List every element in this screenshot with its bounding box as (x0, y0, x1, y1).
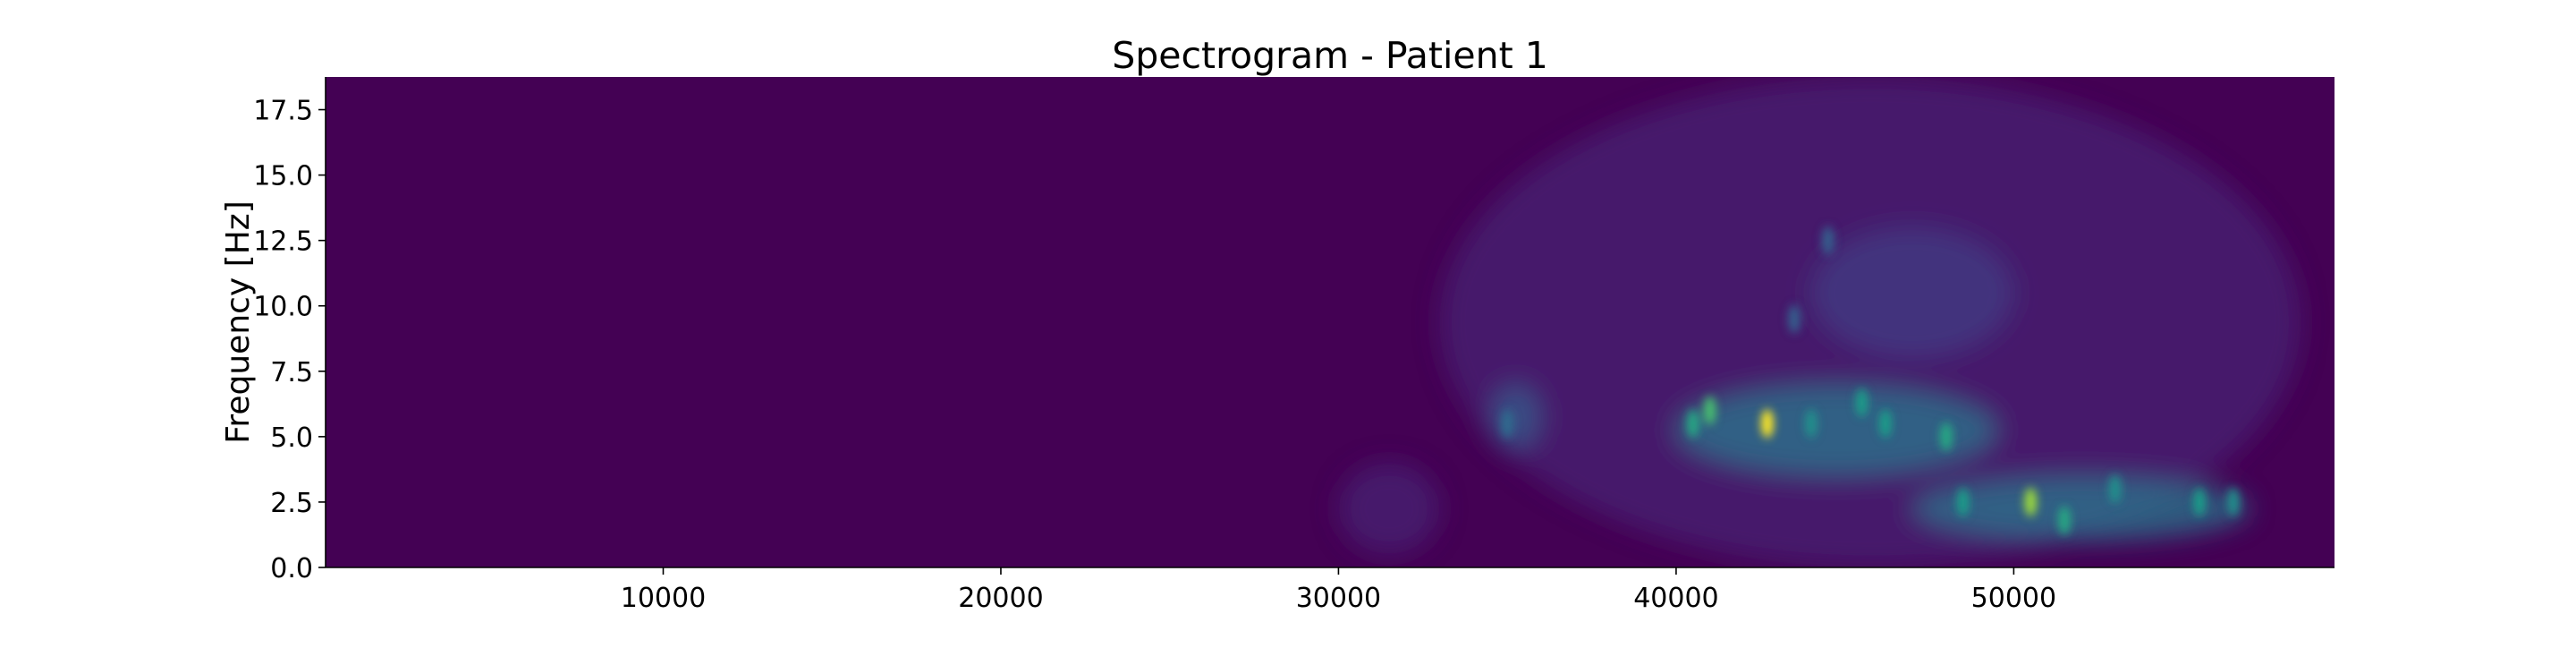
energy-peak (1821, 226, 1835, 255)
energy-region (1810, 227, 2014, 359)
x-tick-label: 30000 (1296, 583, 1381, 614)
energy-peak (1878, 409, 1892, 439)
energy-peak (1686, 409, 1699, 439)
energy-peak (2024, 487, 2038, 516)
energy-region (1490, 384, 1541, 450)
y-tick-label: 5.0 (270, 422, 313, 454)
axes (325, 77, 2334, 568)
y-tick-label: 15.0 (253, 161, 313, 192)
x-tick-label: 20000 (958, 583, 1043, 614)
y-tick-label: 0.0 (270, 553, 313, 584)
energy-peak (2193, 487, 2207, 516)
energy-peak (2226, 487, 2240, 516)
energy-peak (1760, 409, 1774, 439)
energy-peaks (1501, 226, 2240, 535)
energy-peak (2108, 474, 2122, 504)
y-tick-label: 12.5 (253, 226, 313, 258)
y-axis-label: Frequency [Hz] (220, 200, 257, 443)
energy-peak (1939, 422, 1953, 451)
y-tick-label: 17.5 (253, 96, 313, 127)
energy-peak (1804, 409, 1818, 439)
plot-area (326, 77, 2334, 567)
energy-peak (1855, 388, 1868, 417)
y-tick-label: 2.5 (270, 488, 313, 519)
chart-title: Spectrogram - Patient 1 (1112, 34, 1548, 77)
x-tick-label: 40000 (1633, 583, 1718, 614)
energy-peak (1703, 396, 1716, 425)
energy-region (1675, 384, 1997, 476)
y-tick-label: 10.0 (253, 292, 313, 323)
energy-region (1912, 475, 2250, 541)
energy-peak (1788, 304, 1801, 334)
energy-region (1338, 463, 1440, 555)
energy-regions (1338, 77, 2301, 567)
x-tick-label: 10000 (621, 583, 706, 614)
x-axis-ticks: 10000 20000 30000 40000 50000 (621, 567, 2056, 614)
y-tick-label: 7.5 (270, 357, 313, 388)
x-tick-label: 50000 (1971, 583, 2056, 614)
energy-peak (2058, 506, 2072, 535)
energy-peak (1501, 409, 1514, 439)
y-axis-ticks: 0.0 2.5 5.0 7.5 10.0 12.5 15.0 17.5 (253, 96, 326, 584)
energy-peak (1956, 487, 1970, 516)
